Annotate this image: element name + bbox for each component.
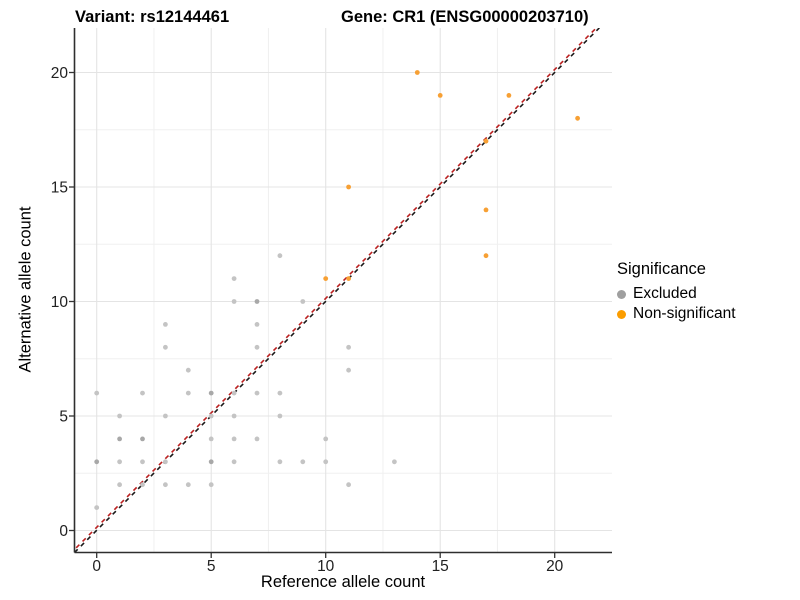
data-point — [483, 253, 489, 259]
data-point — [277, 253, 283, 259]
x-axis-label: Reference allele count — [260, 573, 426, 591]
plot-title-variant: Variant: rs12144461 — [75, 8, 230, 26]
data-point — [346, 276, 351, 281]
non-significant-dot-icon — [617, 309, 626, 319]
data-point — [94, 505, 100, 510]
data-point — [254, 299, 260, 304]
data-point — [140, 390, 145, 396]
data-point — [208, 436, 214, 442]
data-point — [231, 299, 237, 304]
data-point — [140, 459, 145, 465]
data-point — [231, 436, 237, 442]
data-point — [254, 344, 260, 350]
data-point — [117, 436, 122, 442]
data-point — [346, 344, 351, 350]
x-tick-label: 5 — [207, 558, 216, 575]
data-point — [323, 276, 329, 281]
data-point — [231, 459, 237, 465]
data-point — [323, 436, 329, 442]
legend-title: Significance — [617, 260, 706, 278]
data-point — [346, 184, 351, 190]
legend-item-label: Non-significant — [633, 305, 736, 322]
data-point — [208, 482, 214, 488]
data-point — [254, 436, 260, 442]
data-point — [185, 390, 191, 396]
x-tick-label: 20 — [546, 558, 564, 575]
data-point — [506, 93, 512, 98]
data-point — [163, 344, 168, 350]
legend-item-excluded: Excluded — [617, 284, 736, 304]
legend: Significance Excluded Non-significant — [617, 260, 736, 324]
data-point — [483, 207, 489, 213]
data-point — [94, 390, 100, 396]
data-point — [277, 459, 283, 465]
data-point — [346, 482, 351, 488]
data-point — [208, 390, 214, 396]
data-point — [208, 413, 214, 419]
data-point — [323, 459, 329, 465]
identity-line-black — [74, 28, 600, 553]
x-tick-label: 0 — [92, 558, 101, 575]
x-tick-label: 10 — [317, 558, 335, 575]
data-point — [163, 482, 168, 488]
data-point — [231, 276, 237, 281]
data-point — [392, 459, 397, 465]
y-tick-label: 20 — [51, 65, 69, 82]
data-point — [254, 322, 260, 327]
data-point — [117, 482, 122, 488]
data-point — [300, 299, 306, 304]
plot-title-gene: Gene: CR1 (ENSG00000203710) — [341, 8, 589, 26]
data-point — [231, 390, 237, 396]
data-point — [94, 459, 100, 465]
data-point — [254, 390, 260, 396]
data-point — [277, 390, 283, 396]
y-tick-label: 10 — [51, 294, 69, 311]
legend-item-non-significant: Non-significant — [617, 304, 736, 324]
data-point — [437, 93, 443, 98]
data-point — [185, 482, 191, 488]
data-point — [483, 138, 489, 144]
x-tick-label: 15 — [432, 558, 449, 575]
data-point — [140, 482, 145, 488]
data-point — [575, 115, 580, 121]
data-point — [414, 70, 420, 75]
excluded-dot-icon — [617, 289, 626, 299]
data-point — [163, 322, 168, 327]
y-tick-label: 0 — [59, 523, 68, 540]
data-point — [231, 413, 237, 419]
data-point — [163, 413, 168, 419]
identity-line-red — [74, 28, 598, 551]
legend-item-label: Excluded — [633, 285, 697, 302]
data-point — [140, 436, 145, 442]
y-axis-label: Alternative allele count — [16, 206, 35, 373]
data-point — [277, 413, 283, 419]
data-point — [163, 459, 168, 465]
y-tick-label: 5 — [59, 409, 68, 426]
data-point — [117, 459, 122, 465]
data-point — [346, 367, 351, 373]
data-point — [208, 459, 214, 465]
y-tick-label: 15 — [51, 180, 68, 197]
data-point — [185, 367, 191, 373]
data-point — [300, 459, 306, 465]
data-point — [117, 413, 122, 419]
